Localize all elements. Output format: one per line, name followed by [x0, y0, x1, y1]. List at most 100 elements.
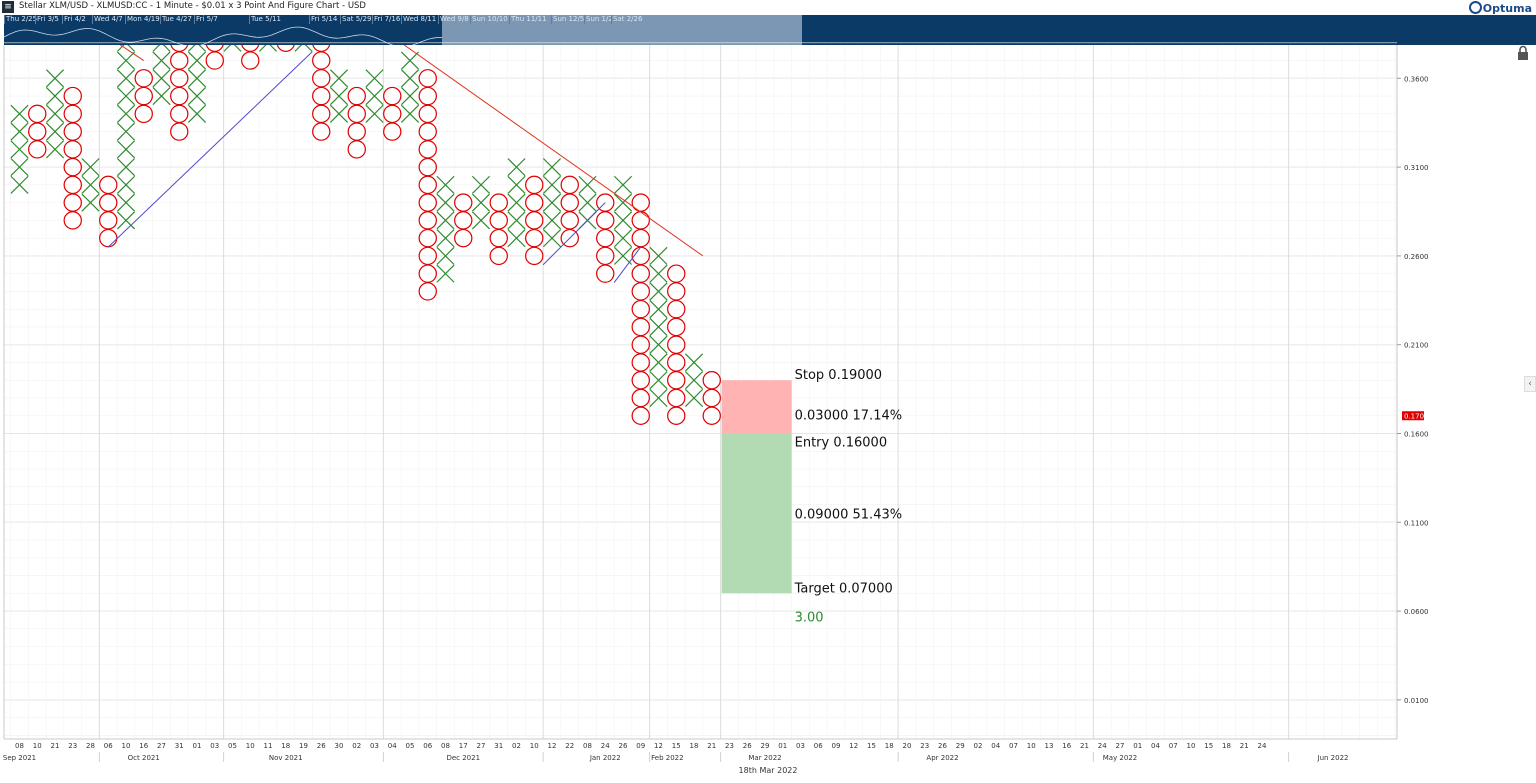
navigator-window[interactable]: [442, 15, 802, 45]
navigator-tick: [249, 15, 250, 24]
x-box: [400, 51, 420, 70]
x-stroke: [578, 193, 597, 212]
x-day-tick-label: 11: [264, 742, 273, 750]
navigator-date-label: Fri 7/16: [374, 15, 401, 23]
x-day-tick-label: 02: [512, 742, 521, 750]
o-box: [205, 45, 224, 52]
lock-icon[interactable]: [1516, 45, 1530, 61]
navigator-date-label: Fri 3/5: [37, 15, 59, 23]
x-stroke: [613, 211, 633, 230]
x-box: [187, 45, 207, 52]
x-stroke: [649, 353, 668, 372]
navigator-tick: [92, 15, 93, 24]
x-stroke: [187, 104, 207, 123]
x-box: [152, 45, 171, 52]
x-stroke: [152, 45, 161, 52]
x-day-tick-label: 15: [672, 742, 681, 750]
x-stroke: [187, 51, 207, 70]
x-box: [45, 140, 65, 159]
support-trend-line: [542, 202, 606, 266]
navigator-tick: [509, 15, 510, 24]
x-stroke: [187, 87, 207, 106]
x-day-tick-label: 21: [51, 742, 60, 750]
x-box: [187, 51, 207, 70]
x-day-tick-label: 18: [690, 742, 699, 750]
x-stroke: [436, 211, 455, 230]
x-box: [365, 87, 384, 106]
navigator-tick: [160, 15, 161, 24]
x-day-tick-label: 06: [423, 742, 432, 750]
trade-reward-zone: [721, 433, 792, 594]
timeline-navigator[interactable]: Thu 2/25 Fri 3/5 Fri 4/2 Wed 4/7 Mon 4/19 Tue…: [4, 15, 802, 45]
x-stroke: [10, 175, 29, 194]
x-box: [116, 140, 136, 159]
x-stroke: [613, 193, 633, 212]
navigator-date-label: Fri 4/2: [64, 15, 86, 23]
navigator-date-label: Tue 4/27: [162, 15, 192, 23]
x-stroke: [45, 140, 65, 159]
o-box: [170, 45, 189, 52]
x-day-tick-label: 01: [1133, 742, 1142, 750]
x-day-tick-label: 23: [725, 742, 734, 750]
x-stroke: [116, 122, 136, 141]
navigator-date-label: Thu 2/25: [6, 15, 38, 23]
x-box: [116, 104, 136, 123]
x-day-tick-label: 10: [1027, 742, 1036, 750]
x-day-tick-label: 23: [68, 742, 77, 750]
x-box: [649, 300, 668, 319]
navigator-date-label: Sat 5/29: [342, 15, 372, 23]
x-stroke: [233, 45, 242, 52]
x-stroke: [116, 104, 136, 123]
x-stroke: [649, 317, 668, 336]
x-box: [116, 211, 136, 230]
x-stroke: [10, 140, 29, 159]
x-box: [10, 104, 29, 123]
x-box: [116, 175, 136, 194]
x-box: [400, 69, 420, 88]
x-box: [507, 193, 526, 212]
x-box: [187, 104, 207, 123]
x-box: [507, 158, 526, 177]
x-stroke: [81, 158, 100, 177]
o-box: [525, 175, 544, 195]
navigator-date-label: Thu 11/11: [511, 15, 547, 23]
x-stroke: [649, 264, 668, 283]
x-stroke: [329, 104, 349, 123]
resistance-trend-line: [403, 45, 704, 257]
x-day-tick-label: 13: [1045, 742, 1054, 750]
app-menu-icon[interactable]: ≡: [2, 1, 14, 13]
x-box: [10, 122, 29, 141]
x-stroke: [365, 104, 384, 123]
x-day-tick-label: 03: [370, 742, 379, 750]
x-stroke: [684, 353, 704, 372]
x-stroke: [116, 87, 136, 106]
x-day-tick-label: 23: [920, 742, 929, 750]
x-box: [436, 229, 455, 248]
x-box: [45, 122, 65, 141]
x-day-tick-label: 16: [1062, 742, 1071, 750]
x-day-tick-label: 26: [317, 742, 326, 750]
x-box: [684, 353, 704, 372]
x-month-tick-label: Mar 2022: [748, 754, 781, 762]
x-stroke: [162, 45, 171, 52]
title-bar: ≡ Stellar XLM/USD - XLMUSD:CC - 1 Minute…: [0, 0, 1536, 15]
x-stroke: [436, 193, 455, 212]
x-day-tick-label: 19: [299, 742, 308, 750]
y-tick-label: 0.3100: [1404, 164, 1429, 172]
x-day-tick-label: 27: [157, 742, 166, 750]
x-box: [542, 193, 562, 212]
x-box: [187, 87, 207, 106]
x-stroke: [10, 158, 29, 177]
x-stroke: [436, 229, 455, 248]
x-stroke: [116, 69, 136, 88]
x-box: [649, 335, 668, 354]
x-box: [436, 175, 455, 194]
x-box: [400, 87, 420, 106]
chevron-left-icon[interactable]: ‹: [1524, 376, 1536, 392]
x-stroke: [436, 246, 455, 265]
o-box: [596, 193, 615, 212]
x-stroke: [507, 229, 526, 248]
x-stroke: [45, 122, 65, 141]
x-day-tick-label: 26: [938, 742, 947, 750]
